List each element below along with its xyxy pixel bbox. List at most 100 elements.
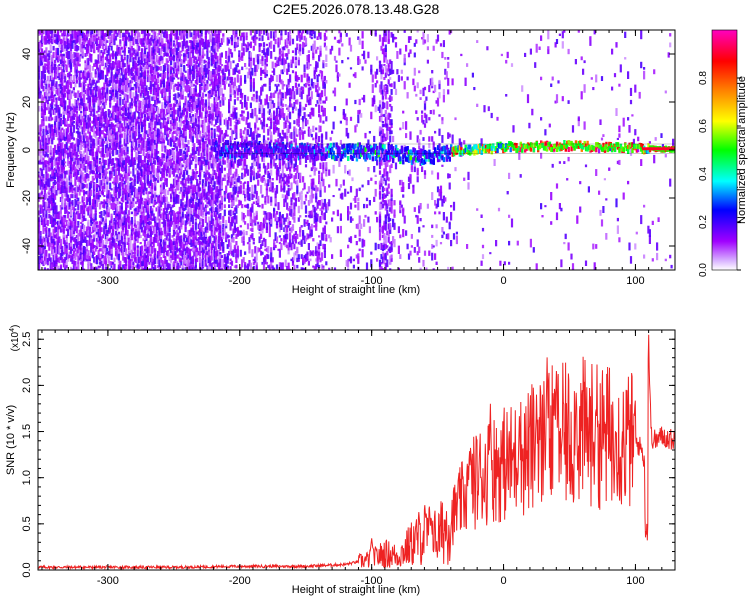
noise-cell: [65, 170, 68, 175]
noise-cell: [184, 96, 187, 102]
noise-cell: [148, 198, 151, 201]
noise-cell: [54, 39, 57, 44]
noise-cell: [204, 150, 207, 155]
noise-cell: [52, 129, 55, 136]
noise-cell: [199, 217, 202, 222]
noise-cell: [193, 248, 196, 252]
noise-cell: [217, 206, 221, 213]
noise-cell: [216, 239, 219, 247]
noise-cell: [100, 37, 103, 46]
noise-cell: [175, 254, 178, 259]
noise-cell: [132, 92, 135, 99]
noise-cell: [132, 248, 135, 251]
noise-cell: [159, 108, 163, 116]
noise-cell: [96, 186, 99, 193]
noise-cell: [80, 153, 83, 158]
noise-cell: [98, 265, 102, 268]
noise-cell: [52, 147, 55, 157]
noise-cell: [84, 67, 87, 76]
noise-cell: [193, 186, 196, 193]
noise-cell: [164, 213, 167, 220]
noise-cell: [167, 219, 170, 227]
noise-cell: [101, 242, 104, 251]
noise-cell: [49, 75, 52, 82]
noise-cell: [204, 164, 207, 167]
noise-cell: [168, 100, 171, 104]
noise-cell: [197, 146, 200, 152]
noise-cell: [46, 163, 49, 169]
noise-cell: [154, 71, 157, 80]
noise-cell: [87, 190, 90, 195]
noise-cell: [38, 233, 41, 240]
noise-cell: [181, 174, 184, 178]
noise-cell: [172, 148, 176, 151]
noise-cell: [155, 127, 158, 130]
noise-cell: [159, 177, 163, 182]
noise-cell: [141, 169, 144, 176]
noise-cell: [171, 30, 174, 35]
noise-cell: [100, 55, 103, 61]
noise-cell: [122, 89, 125, 95]
noise-cell: [39, 57, 42, 66]
noise-cell: [49, 103, 52, 108]
noise-cell: [103, 49, 106, 55]
noise-cell: [191, 65, 194, 71]
noise-cell: [113, 53, 116, 57]
noise-cell: [217, 189, 221, 196]
noise-cell: [62, 129, 65, 136]
noise-cell: [172, 213, 176, 219]
noise-cell: [209, 111, 212, 114]
noise-cell: [116, 106, 119, 112]
noise-cell: [48, 50, 51, 53]
noise-cell: [65, 234, 68, 239]
noise-cell: [213, 37, 216, 46]
noise-cell: [178, 191, 181, 194]
noise-cell: [133, 179, 136, 187]
noise-cell: [125, 76, 128, 81]
noise-cell: [170, 66, 173, 71]
noise-cell: [58, 42, 61, 48]
noise-cell: [119, 145, 122, 153]
noise-cell: [155, 236, 158, 243]
noise-cell: [167, 244, 170, 249]
noise-cell: [193, 146, 196, 152]
noise-cell: [48, 258, 51, 261]
noise-cell: [38, 57, 41, 66]
noise-cell: [199, 67, 202, 70]
noise-cell: [106, 176, 109, 182]
noise-cell: [119, 239, 122, 247]
noise-cell: [167, 202, 170, 210]
noise-cell: [168, 95, 171, 102]
noise-cell: [45, 237, 48, 242]
noise-cell: [84, 47, 87, 50]
noise-cell: [48, 206, 51, 214]
noise-cell: [125, 157, 128, 162]
noise-cell: [141, 63, 144, 67]
noise-cell: [74, 252, 77, 261]
noise-cell: [194, 240, 197, 246]
noise-cell: [107, 245, 110, 248]
noise-cell: [40, 58, 44, 66]
noise-cell: [210, 58, 213, 66]
noise-cell: [69, 116, 73, 122]
noise-cell: [130, 77, 133, 80]
noise-cell: [83, 38, 86, 46]
noise-cell: [177, 77, 180, 80]
noise-cell: [199, 263, 202, 270]
noise-cell: [142, 84, 145, 93]
noise-cell: [40, 255, 44, 258]
noise-cell: [72, 211, 75, 215]
noise-cell: [83, 177, 86, 182]
noise-cell: [172, 210, 176, 215]
noise-cell: [110, 194, 113, 198]
noise-cell: [127, 210, 131, 216]
noise-cell: [194, 163, 197, 168]
noise-cell: [107, 124, 110, 127]
noise-cell: [87, 40, 90, 43]
noise-cell: [51, 54, 54, 62]
noise-cell: [54, 63, 57, 67]
noise-cell: [71, 142, 74, 150]
noise-cell: [197, 74, 200, 83]
noise-cell: [145, 255, 148, 265]
noise-cell: [133, 236, 136, 243]
